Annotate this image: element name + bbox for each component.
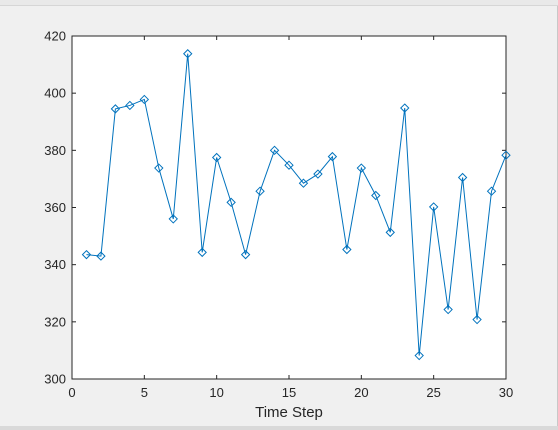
data-point-marker (197, 247, 207, 258)
data-point-marker (414, 350, 424, 361)
data-point-marker (255, 186, 265, 196)
series-line (86, 53, 507, 356)
data-point-marker (284, 160, 294, 170)
window-bottom-edge (0, 426, 558, 430)
y-tick-label: 320 (44, 314, 66, 329)
data-point-marker (385, 227, 395, 238)
x-tick-label: 5 (141, 385, 148, 400)
y-tick-label: 340 (44, 257, 66, 272)
data-point-marker (154, 163, 164, 173)
data-point-marker (139, 94, 150, 105)
data-point-marker (371, 190, 381, 201)
window-top-edge (0, 0, 558, 6)
series-group (81, 49, 511, 361)
data-point-marker (183, 49, 193, 59)
data-point-marker (327, 151, 338, 162)
data-point-marker (443, 304, 453, 315)
x-tick-label: 10 (209, 385, 223, 400)
data-point-marker (486, 186, 497, 196)
data-point-marker (110, 104, 121, 114)
data-point-marker (240, 249, 251, 260)
y-tick-label: 400 (44, 86, 66, 101)
x-axis-label: Time Step (255, 404, 323, 421)
y-tick-label: 420 (44, 29, 66, 44)
data-point-marker (226, 197, 236, 208)
y-tick-label: 300 (44, 372, 66, 387)
data-point-marker (269, 145, 280, 156)
data-point-marker (96, 251, 106, 261)
x-tick-label: 30 (499, 385, 513, 400)
data-point-marker (168, 214, 178, 224)
data-point-marker (501, 150, 511, 160)
x-axis-ticks: 0 5 10 15 20 25 30 (68, 36, 513, 400)
data-point-marker (356, 163, 367, 173)
data-point-marker (342, 244, 352, 255)
data-point-marker (313, 169, 323, 179)
y-axis-ticks: 300 320 340 360 380 400 420 (44, 29, 506, 387)
plot-area (71, 35, 507, 380)
data-point-marker (457, 172, 468, 183)
data-point-marker (211, 152, 222, 163)
x-tick-label: 25 (426, 385, 440, 400)
y-tick-label: 380 (44, 143, 66, 158)
x-tick-label: 15 (282, 385, 296, 400)
data-point-marker (400, 103, 410, 113)
data-point-marker (298, 178, 309, 188)
data-point-marker (81, 249, 92, 260)
data-point-marker (125, 100, 135, 111)
x-tick-label: 0 (68, 385, 75, 400)
x-tick-label: 20 (354, 385, 368, 400)
y-tick-label: 360 (44, 200, 66, 215)
data-point-marker (428, 202, 439, 212)
data-point-marker (472, 314, 482, 325)
